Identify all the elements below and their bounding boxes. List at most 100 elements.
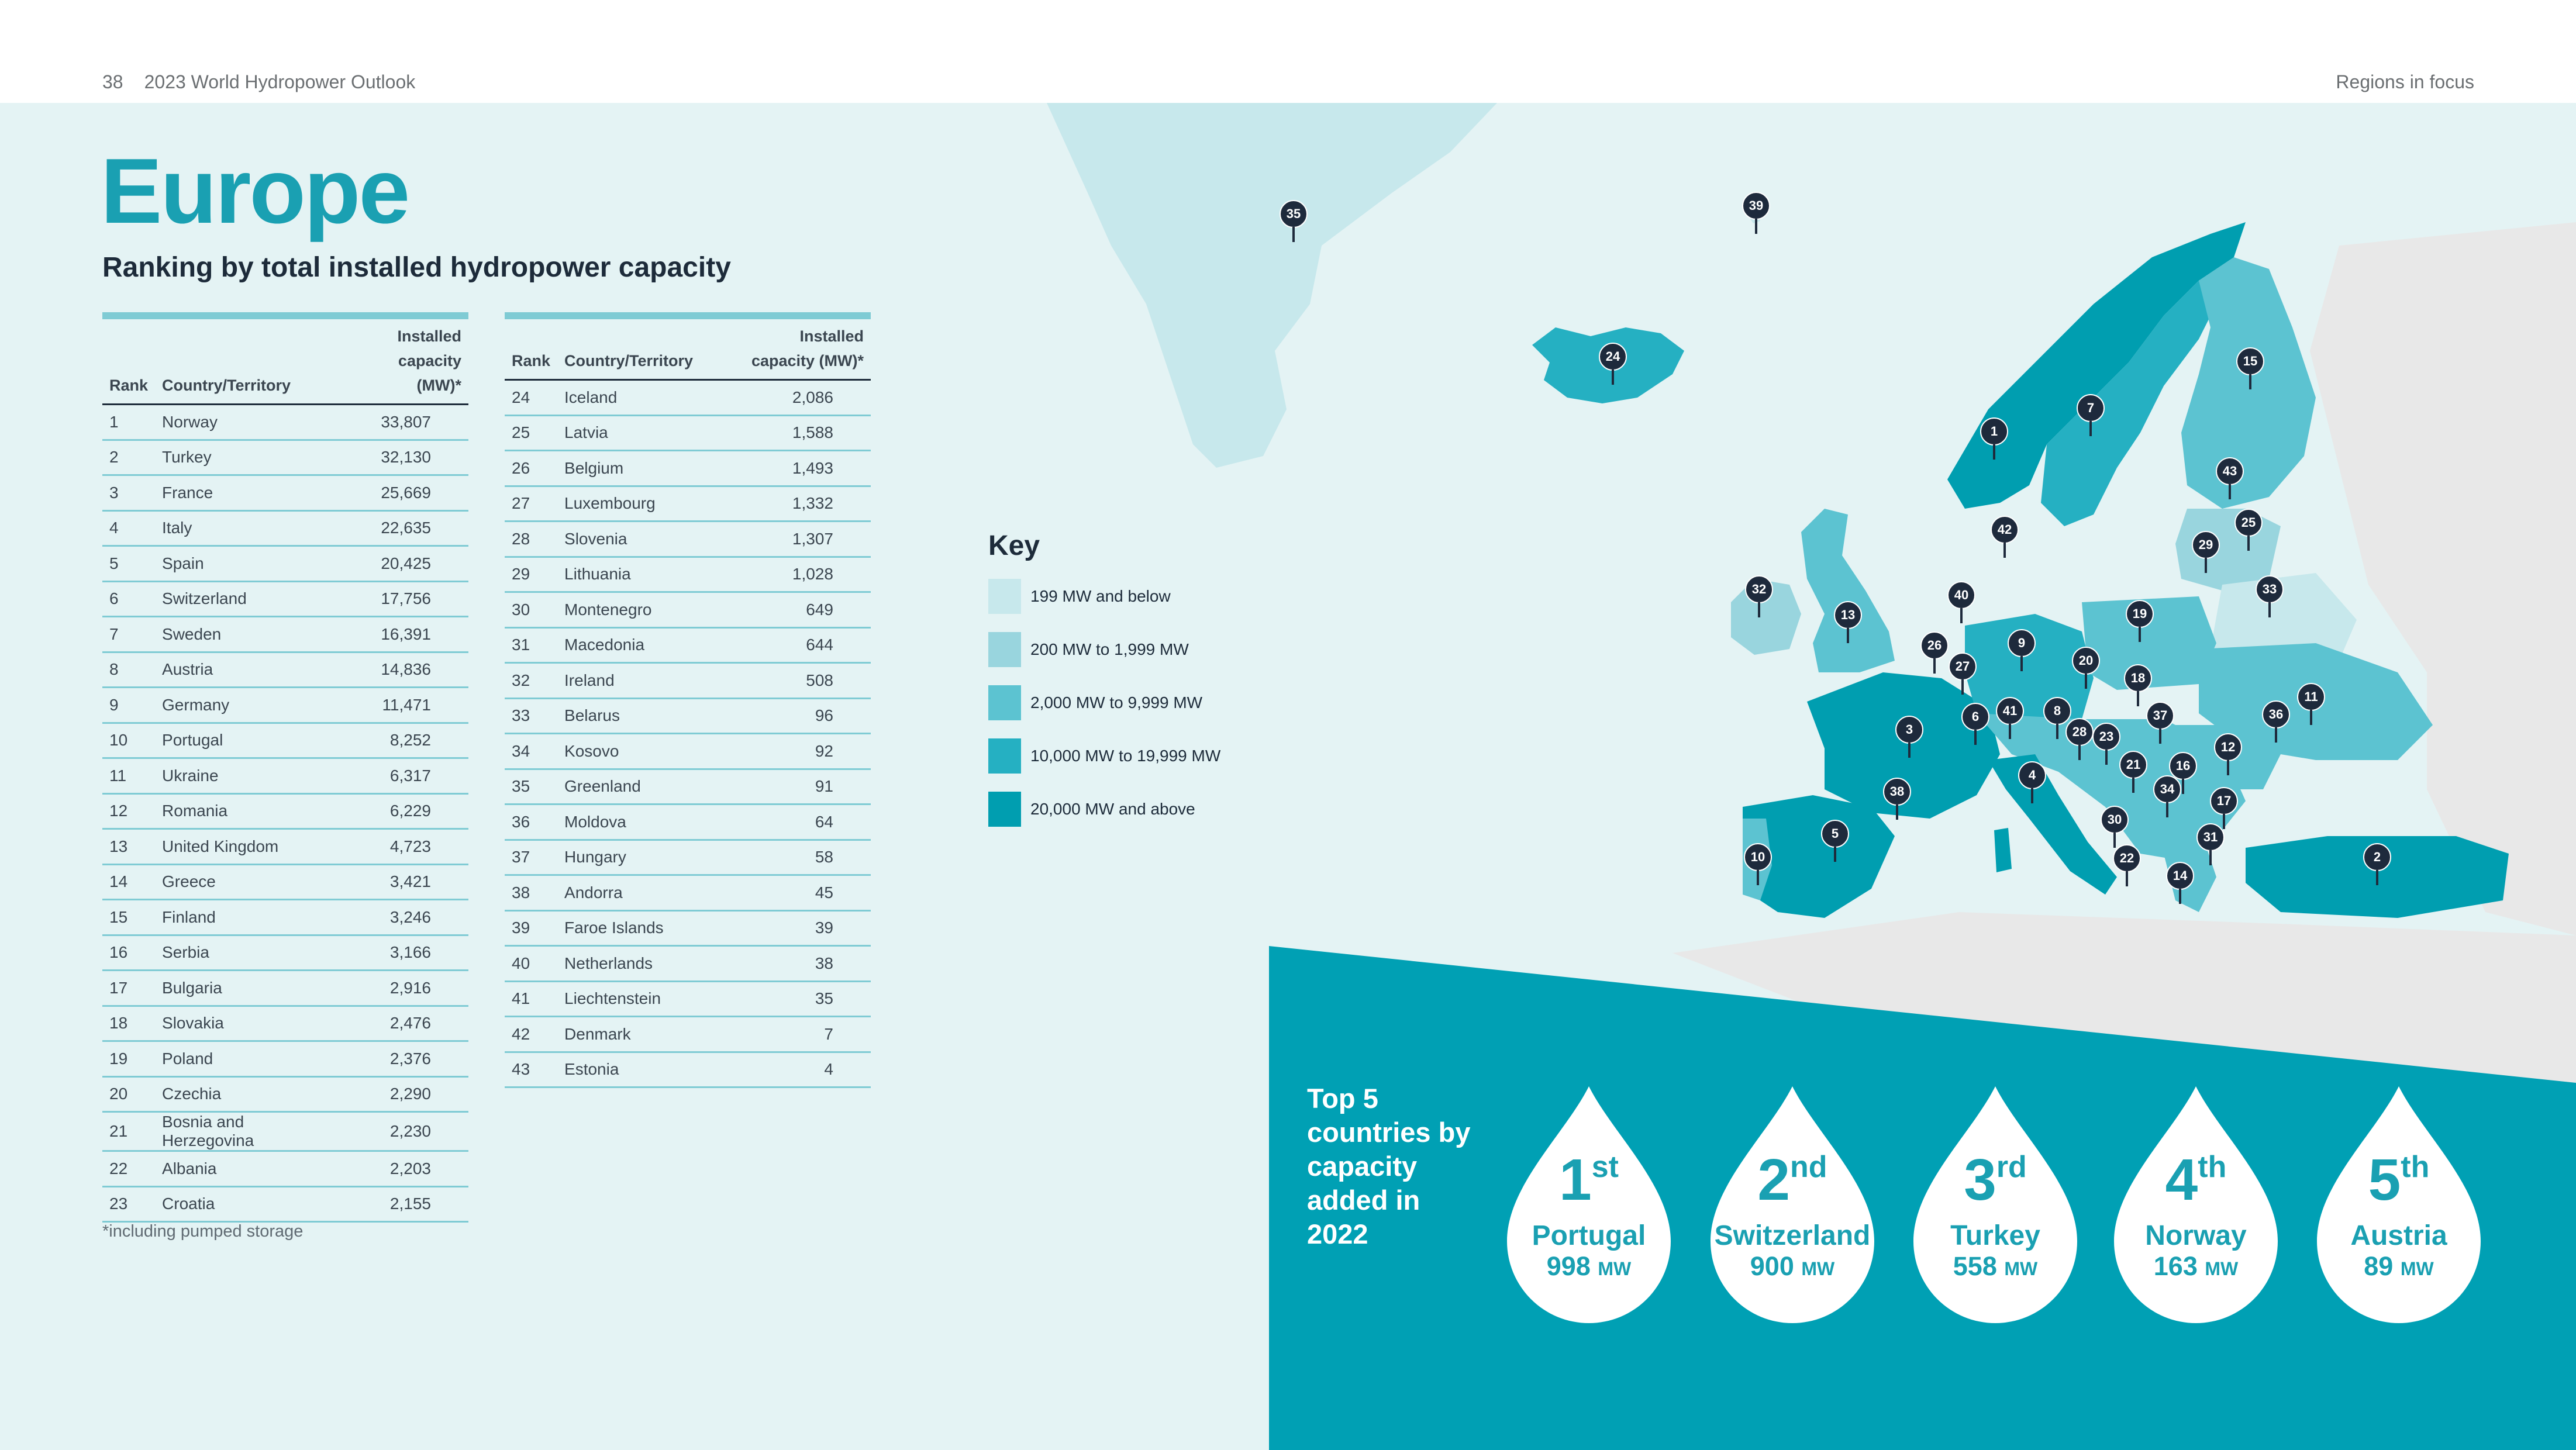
rank-cell: 41 xyxy=(505,981,558,1017)
country-cell: Belarus xyxy=(557,698,724,734)
marker-stem xyxy=(1755,219,1757,234)
capacity-cell: 38 xyxy=(723,945,871,982)
map-marker: 23 xyxy=(2092,723,2120,765)
land-italy xyxy=(1988,754,2117,895)
capacity-cell: 7 xyxy=(723,1016,871,1053)
rank-cell: 30 xyxy=(505,592,558,629)
map-marker: 11 xyxy=(2297,683,2325,725)
capacity-cell: 17,756 xyxy=(344,581,468,617)
country-cell: Ireland xyxy=(557,662,724,699)
marker-label: 28 xyxy=(2065,718,2094,746)
table-row: 14 Greece 3,421 xyxy=(102,864,468,900)
key-label: 200 MW to 1,999 MW xyxy=(1030,640,1189,658)
marker-stem xyxy=(2166,802,2168,817)
map-marker: 3 xyxy=(1895,716,1923,758)
table-row: 39 Faroe Islands 39 xyxy=(505,910,871,947)
map-marker: 36 xyxy=(2262,700,2290,743)
map-marker: 12 xyxy=(2214,733,2242,775)
table-row: 26 Belgium 1,493 xyxy=(505,450,871,487)
marker-stem xyxy=(1612,370,1614,385)
rank-cell: 23 xyxy=(102,1186,156,1223)
marker-label: 29 xyxy=(2192,531,2220,559)
capacity-cell: 22,635 xyxy=(344,510,468,547)
page-header: 38 2023 World Hydropower Outlook Regions … xyxy=(0,0,2576,103)
map-marker: 1 xyxy=(1980,417,2008,460)
table-row: 27 Luxembourg 1,332 xyxy=(505,486,871,522)
top5-drop: 3rd Turkey 558 MW xyxy=(1913,1086,2077,1323)
table-row: 18 Slovakia 2,476 xyxy=(102,1006,468,1042)
map-marker: 14 xyxy=(2166,862,2194,904)
table-row: 2 Turkey 32,130 xyxy=(102,440,468,476)
rank-cell: 33 xyxy=(505,698,558,734)
country-cell: Iceland xyxy=(557,379,724,416)
table-row: 40 Netherlands 38 xyxy=(505,945,871,982)
capacity-cell: 16,391 xyxy=(344,616,468,653)
key-swatch xyxy=(988,579,1021,614)
water-drop-icon xyxy=(2114,1086,2278,1323)
marker-label: 24 xyxy=(1599,343,1627,371)
rank-cell: 42 xyxy=(505,1016,558,1053)
marker-stem xyxy=(2275,727,2277,743)
rank-cell: 16 xyxy=(102,935,156,971)
capacity-cell: 2,376 xyxy=(344,1041,468,1078)
capacity-cell: 58 xyxy=(723,840,871,876)
country-header: Country/Territory xyxy=(557,312,724,381)
rank-cell: 12 xyxy=(102,793,156,830)
top5-country: Portugal xyxy=(1532,1220,1646,1251)
rank-cell: 20 xyxy=(102,1076,156,1113)
table-row: 36 Moldova 64 xyxy=(505,804,871,841)
country-cell: Spain xyxy=(155,546,344,582)
table-row: 24 Iceland 2,086 xyxy=(505,379,871,416)
marker-stem xyxy=(2205,558,2207,573)
water-drop-icon xyxy=(2317,1086,2481,1323)
table-row: 38 Andorra 45 xyxy=(505,875,871,912)
country-cell: Italy xyxy=(155,510,344,547)
marker-label: 36 xyxy=(2262,700,2290,729)
marker-label: 22 xyxy=(2113,844,2141,872)
rank-cell: 27 xyxy=(505,486,558,522)
top5-value: 900 MW xyxy=(1750,1251,1835,1281)
marker-label: 15 xyxy=(2236,347,2264,375)
marker-label: 40 xyxy=(1947,581,1975,609)
marker-label: 14 xyxy=(2166,862,2194,890)
marker-label: 32 xyxy=(1745,575,1773,603)
table-row: 10 Portugal 8,252 xyxy=(102,723,468,759)
land-france xyxy=(1807,672,2000,819)
map-marker: 10 xyxy=(1744,843,1772,885)
country-cell: Greenland xyxy=(557,769,724,805)
marker-stem xyxy=(2105,750,2108,765)
country-cell: Latvia xyxy=(557,415,724,451)
marker-label: 27 xyxy=(1949,652,1977,681)
rank-cell: 38 xyxy=(505,875,558,912)
key-swatch xyxy=(988,685,1021,720)
capacity-cell: 96 xyxy=(723,698,871,734)
marker-stem xyxy=(2376,870,2378,885)
table-row: 15 Finland 3,246 xyxy=(102,899,468,936)
marker-label: 25 xyxy=(2234,509,2263,537)
table-row: 7 Sweden 16,391 xyxy=(102,616,468,653)
marker-label: 11 xyxy=(2297,683,2325,711)
map-marker: 28 xyxy=(2065,718,2094,760)
marker-label: 19 xyxy=(2126,600,2154,628)
rank-cell: 13 xyxy=(102,828,156,865)
land-poland xyxy=(2082,596,2216,690)
header-left: 38 2023 World Hydropower Outlook xyxy=(102,71,415,93)
top5-drop: 1st Portugal 998 MW xyxy=(1507,1086,1671,1323)
capacity-cell: 92 xyxy=(723,733,871,770)
rank-cell: 39 xyxy=(505,910,558,947)
table-row: 21 Bosnia and Herzegovina 2,230 xyxy=(102,1111,468,1152)
table-row: 4 Italy 22,635 xyxy=(102,510,468,547)
rank-cell: 8 xyxy=(102,652,156,688)
top5-country: Turkey xyxy=(1950,1220,2040,1251)
map-marker: 35 xyxy=(1280,200,1308,242)
capacity-cell: 64 xyxy=(723,804,871,841)
rank-header: Rank xyxy=(102,312,156,405)
land-sweden xyxy=(2041,281,2222,526)
map-marker: 42 xyxy=(1991,516,2019,558)
marker-label: 39 xyxy=(1742,192,1770,220)
map-marker: 6 xyxy=(1961,703,1989,745)
table-row: 37 Hungary 58 xyxy=(505,840,871,876)
key-swatch xyxy=(988,632,1021,667)
marker-label: 20 xyxy=(2072,647,2100,675)
map-marker: 32 xyxy=(1745,575,1773,617)
